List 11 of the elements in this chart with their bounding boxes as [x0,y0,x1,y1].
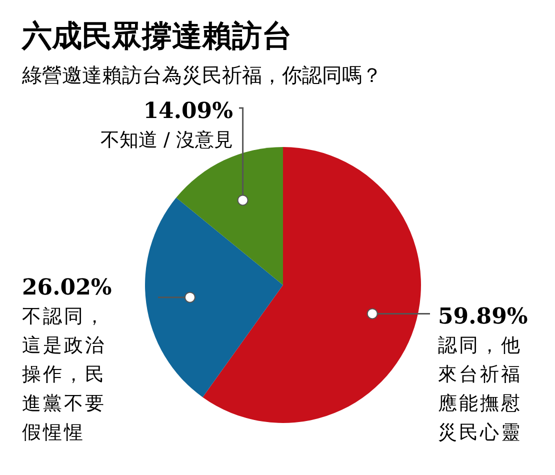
pie-slice [176,147,283,285]
slice-label: 不知道 / 沒意見 [100,129,233,151]
pie-slice [145,198,283,398]
slice-label: 認同，他來台祈福應能撫慰災民心靈 [438,334,522,444]
pie-slice [202,147,421,423]
data-label: 59.89% [438,304,528,330]
slice-label: 不認同，這是政治操作，民進黨不要假惺惺 [22,305,106,444]
chart-subtitle: 綠營邀達賴訪台為災民祈福，你認同嗎？ [21,63,382,87]
chart-title: 六成民眾撐達賴訪台 [21,19,292,54]
data-label: 26.02% [22,274,112,300]
data-label: 14.09% [143,98,234,124]
